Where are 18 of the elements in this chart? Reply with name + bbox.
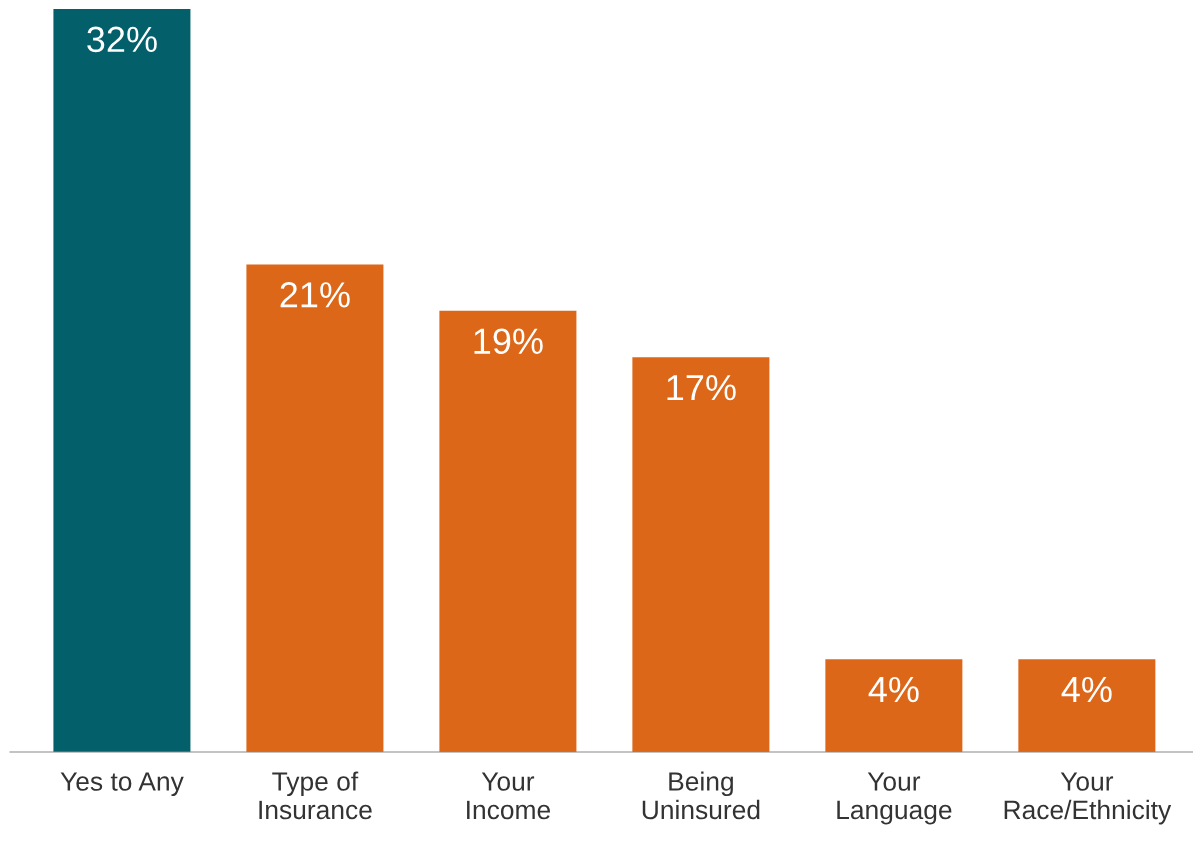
x-tick-label: Your Language <box>837 772 952 825</box>
x-tick-label: Type of Insurance <box>259 771 372 820</box>
x-tick-label: Being Uninsured <box>642 771 760 820</box>
bar <box>53 9 191 752</box>
data-label: 32% <box>87 26 157 53</box>
bar <box>1018 659 1156 752</box>
data-label: 4% <box>868 676 919 703</box>
bar <box>825 659 963 752</box>
x-tick-label: Yes to Any <box>60 772 184 797</box>
data-label: 17% <box>667 375 736 401</box>
bar <box>632 357 770 752</box>
x-tick-label: Your Income <box>467 772 550 820</box>
x-tick-label: Your Race/Ethnicity <box>1004 772 1172 825</box>
bar <box>246 264 384 752</box>
bar <box>439 310 577 752</box>
data-label: 19% <box>474 328 543 355</box>
data-label: 21% <box>280 282 350 308</box>
data-label: 4% <box>1061 676 1112 703</box>
